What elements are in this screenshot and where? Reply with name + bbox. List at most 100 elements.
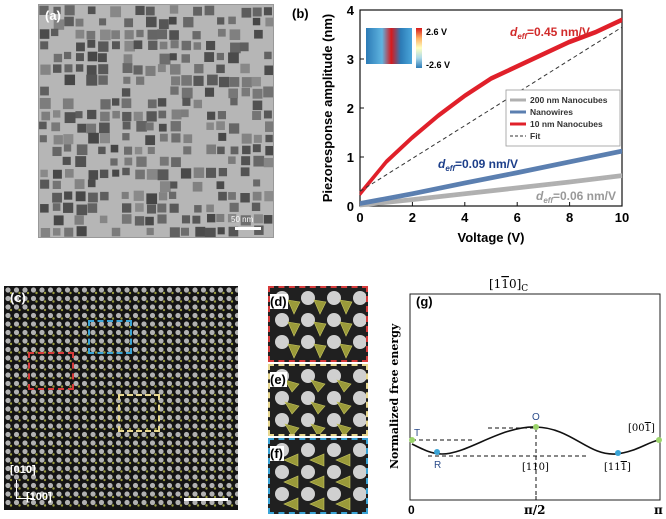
nanocube xyxy=(75,29,85,39)
nanocube xyxy=(181,75,192,86)
nanocube xyxy=(86,65,97,75)
polarization-marker xyxy=(103,325,106,329)
polarization-marker xyxy=(60,334,64,337)
axis-arrow-horizontal xyxy=(16,498,34,499)
polarization-marker xyxy=(145,470,149,473)
atom-column xyxy=(22,287,28,293)
polarization-marker xyxy=(86,300,89,303)
atom-column xyxy=(5,329,11,336)
nanocube xyxy=(64,64,73,73)
atom-column xyxy=(56,397,62,404)
polarization-marker xyxy=(145,453,149,456)
polarization-marker xyxy=(26,427,30,431)
atom-column xyxy=(175,499,181,506)
atom-column xyxy=(90,372,96,378)
atom-column xyxy=(90,465,96,472)
atom-column xyxy=(98,312,105,319)
atom-column xyxy=(183,491,190,497)
polarization-marker xyxy=(52,317,55,320)
polarization-marker xyxy=(43,325,47,329)
atom-column xyxy=(56,346,62,353)
atom-column xyxy=(39,389,45,395)
polarization-marker xyxy=(213,291,217,295)
polarization-marker xyxy=(196,385,200,388)
atom-column xyxy=(73,457,79,463)
point-O-marker xyxy=(533,424,539,430)
atom-column xyxy=(56,380,62,387)
atom-column xyxy=(56,431,62,438)
polarization-marker xyxy=(77,419,81,422)
atom-blob xyxy=(301,313,315,327)
polarization-marker xyxy=(162,410,166,414)
atom-column xyxy=(209,474,215,480)
atom-column xyxy=(217,346,224,353)
atom-column xyxy=(22,329,28,336)
nanocube xyxy=(207,111,216,120)
atom-column xyxy=(183,346,190,353)
polarization-marker xyxy=(171,393,174,397)
atom-column xyxy=(149,372,156,378)
polarization-marker xyxy=(162,444,166,448)
polarization-marker xyxy=(94,317,98,320)
atom-column xyxy=(175,346,181,353)
polarization-marker xyxy=(18,444,21,448)
atom-column xyxy=(98,499,105,506)
axis-horizontal-label: [100] xyxy=(26,491,52,503)
atom-column xyxy=(209,440,215,446)
polarization-marker xyxy=(137,419,140,422)
nanocube xyxy=(229,77,240,87)
atom-column xyxy=(217,414,224,421)
atom-column xyxy=(13,406,20,412)
nanocube xyxy=(216,64,225,74)
polarization-marker xyxy=(188,410,191,414)
polarization-arrow xyxy=(283,497,299,511)
atom-column xyxy=(90,499,96,506)
polarization-marker xyxy=(137,436,140,439)
polarization-marker xyxy=(222,410,225,414)
polarization-marker xyxy=(222,478,225,482)
atom-column xyxy=(30,440,37,446)
polarization-marker xyxy=(77,351,81,354)
atom-column xyxy=(226,440,232,446)
polarization-marker xyxy=(9,325,13,329)
atom-column xyxy=(56,321,62,327)
polarization-marker xyxy=(171,461,174,465)
polarization-marker xyxy=(86,453,89,456)
polarization-marker xyxy=(128,308,132,312)
atom-column xyxy=(64,440,71,446)
polarization-marker xyxy=(111,419,115,422)
atom-column xyxy=(30,346,37,353)
atom-column xyxy=(47,380,54,387)
atom-column xyxy=(39,355,45,361)
polarization-marker xyxy=(111,334,115,337)
nanocube xyxy=(193,167,205,178)
polarization-marker xyxy=(188,334,191,337)
polarization-marker xyxy=(145,504,149,507)
polarization-marker xyxy=(171,436,174,439)
polarization-marker xyxy=(26,487,30,490)
legend-entry: 10 nm Nanocubes xyxy=(530,119,603,129)
atom-column xyxy=(158,380,164,387)
polarization-marker xyxy=(52,427,55,431)
atom-column xyxy=(124,295,130,302)
polarization-marker xyxy=(137,504,140,507)
nanocube xyxy=(230,98,238,106)
atom-column xyxy=(22,406,28,412)
polarization-marker xyxy=(188,385,191,388)
atom-column xyxy=(183,287,190,293)
polarization-marker xyxy=(188,444,191,448)
polarization-marker xyxy=(213,308,217,312)
atom-column xyxy=(234,465,238,472)
atom-column xyxy=(64,423,71,429)
atom-blob xyxy=(353,391,366,405)
polarization-arrow xyxy=(283,475,299,489)
nanocube xyxy=(99,122,110,134)
atom-blob xyxy=(353,443,366,457)
polarization-marker xyxy=(222,504,225,507)
nanocube xyxy=(98,146,106,155)
nanocube xyxy=(157,98,167,107)
polarization-marker xyxy=(188,419,191,422)
atom-column xyxy=(183,414,190,421)
polarization-marker xyxy=(222,300,225,303)
nanocube xyxy=(88,170,99,180)
